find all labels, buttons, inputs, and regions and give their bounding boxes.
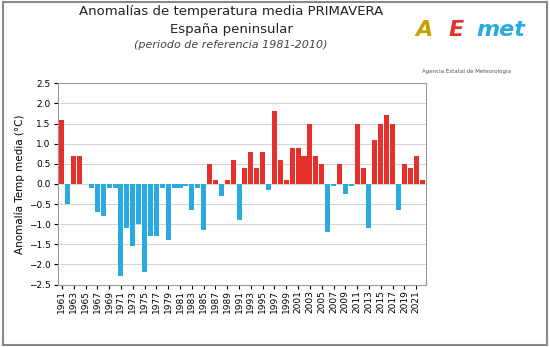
Bar [396, 184, 401, 210]
Bar [148, 184, 153, 236]
Bar [71, 156, 76, 184]
Bar [266, 184, 271, 190]
Bar [260, 152, 265, 184]
Bar [213, 180, 218, 184]
Bar [166, 184, 170, 240]
Bar [355, 124, 360, 184]
Bar [101, 184, 106, 216]
Bar [130, 184, 135, 246]
Bar [183, 184, 189, 186]
Bar [366, 184, 371, 228]
Bar [314, 156, 318, 184]
Bar [59, 119, 64, 184]
Bar [201, 184, 206, 230]
Bar [361, 168, 366, 184]
Bar [207, 164, 212, 184]
Bar [384, 116, 389, 184]
Bar [89, 184, 94, 188]
Bar [337, 164, 342, 184]
Bar [172, 184, 177, 188]
Bar [343, 184, 348, 194]
Bar [295, 148, 301, 184]
Text: (periodo de referencia 1981-2010): (periodo de referencia 1981-2010) [134, 40, 328, 50]
Bar [249, 152, 254, 184]
Bar [331, 184, 336, 186]
Text: Agencia Estatal de Meteorología: Agencia Estatal de Meteorología [422, 68, 511, 74]
Bar [136, 184, 141, 224]
Bar [124, 184, 129, 228]
Text: A: A [415, 20, 432, 40]
Bar [113, 184, 118, 188]
Bar [408, 168, 413, 184]
Bar [243, 168, 248, 184]
Bar [219, 184, 224, 196]
Bar [378, 124, 383, 184]
Bar [95, 184, 100, 212]
Bar [230, 160, 235, 184]
Bar [390, 124, 395, 184]
Bar [65, 184, 70, 204]
Bar [77, 156, 82, 184]
Bar [178, 184, 183, 188]
Bar [402, 164, 407, 184]
Bar [225, 180, 230, 184]
Bar [325, 184, 330, 232]
Text: España peninsular: España peninsular [169, 23, 293, 35]
Bar [284, 180, 289, 184]
Bar [107, 184, 112, 188]
Bar [290, 148, 295, 184]
Bar [307, 124, 312, 184]
Text: E: E [448, 20, 464, 40]
Bar [189, 184, 194, 210]
Bar [195, 184, 200, 188]
Bar [154, 184, 159, 236]
Bar [142, 184, 147, 272]
Bar [414, 156, 419, 184]
Text: Anomalías de temperatura media PRIMAVERA: Anomalías de temperatura media PRIMAVERA [79, 5, 383, 18]
Bar [118, 184, 123, 277]
Bar [160, 184, 165, 188]
Y-axis label: Anomalía Temp media (°C): Anomalía Temp media (°C) [14, 114, 25, 254]
Bar [278, 160, 283, 184]
Bar [420, 180, 425, 184]
Bar [236, 184, 241, 220]
Bar [349, 184, 354, 186]
Bar [254, 168, 259, 184]
Bar [301, 156, 306, 184]
Bar [319, 164, 324, 184]
Text: met: met [476, 20, 525, 40]
Bar [272, 111, 277, 184]
Bar [372, 139, 377, 184]
